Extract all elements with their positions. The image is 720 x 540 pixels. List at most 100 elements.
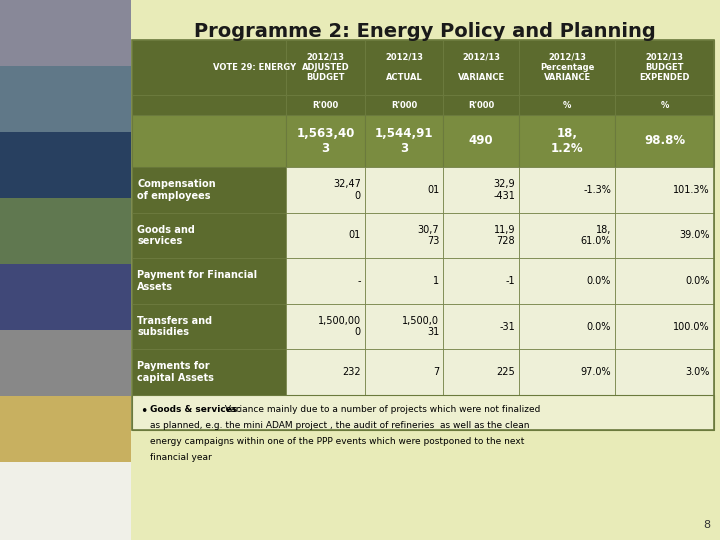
Text: -: - [357, 276, 361, 286]
Bar [444, 167, 519, 213]
Bar [0, 0, 131, 66]
Text: Compensation
of employees: Compensation of employees [137, 179, 215, 200]
Text: 1,563,40
3: 1,563,40 3 [297, 127, 355, 155]
Bar [365, 213, 444, 258]
Text: 97.0%: 97.0% [580, 367, 611, 377]
Bar [519, 258, 615, 304]
Text: Goods and
services: Goods and services [137, 225, 195, 246]
Text: VOTE 29: ENERGY: VOTE 29: ENERGY [213, 63, 296, 72]
Bar [365, 40, 444, 95]
Bar [287, 40, 365, 95]
Text: 32,9
-431: 32,9 -431 [493, 179, 515, 200]
Text: R'000: R'000 [391, 100, 417, 110]
Text: -1: -1 [505, 276, 515, 286]
Text: 8: 8 [703, 520, 710, 530]
Text: R'000: R'000 [312, 100, 338, 110]
Text: 101.3%: 101.3% [673, 185, 710, 195]
Text: Variance mainly due to a number of projects which were not finalized: Variance mainly due to a number of proje… [222, 405, 541, 414]
Bar [132, 95, 287, 115]
Bar [132, 40, 287, 95]
Bar [365, 349, 444, 395]
Bar [287, 95, 365, 115]
Bar [132, 395, 714, 430]
Text: 01: 01 [427, 185, 439, 195]
Text: 2012/13
ADJUSTED
BUDGET: 2012/13 ADJUSTED BUDGET [302, 52, 349, 83]
Bar [519, 95, 615, 115]
Bar [444, 349, 519, 395]
Text: 232: 232 [342, 367, 361, 377]
Bar [365, 95, 444, 115]
Bar [519, 349, 615, 395]
Bar [0, 66, 131, 132]
Text: 1,544,91
3: 1,544,91 3 [375, 127, 433, 155]
Text: 0.0%: 0.0% [685, 276, 710, 286]
Bar [615, 40, 714, 95]
Bar [615, 167, 714, 213]
Bar [444, 95, 519, 115]
Text: Payment for Financial
Assets: Payment for Financial Assets [137, 270, 257, 292]
Bar [0, 264, 131, 330]
Text: financial year: financial year [150, 453, 212, 462]
Bar [0, 198, 131, 264]
Text: 2012/13
BUDGET
EXPENDED: 2012/13 BUDGET EXPENDED [639, 52, 690, 83]
Text: energy campaigns within one of the PPP events which were postponed to the next: energy campaigns within one of the PPP e… [150, 437, 524, 446]
Bar [132, 213, 287, 258]
Text: 100.0%: 100.0% [673, 322, 710, 332]
Bar [444, 258, 519, 304]
Text: 11,9
728: 11,9 728 [493, 225, 515, 246]
Text: Payments for
capital Assets: Payments for capital Assets [137, 361, 214, 383]
Text: 18,
61.0%: 18, 61.0% [580, 225, 611, 246]
Text: 1: 1 [433, 276, 439, 286]
Text: •: • [140, 405, 148, 418]
Bar [132, 40, 714, 430]
Bar [0, 132, 131, 198]
Text: 30,7
73: 30,7 73 [418, 225, 439, 246]
Text: 1,500,00
0: 1,500,00 0 [318, 316, 361, 338]
Bar [287, 304, 365, 349]
Text: -1.3%: -1.3% [583, 185, 611, 195]
Bar [287, 167, 365, 213]
Text: 1,500,0
31: 1,500,0 31 [402, 316, 439, 338]
Text: %: % [660, 100, 669, 110]
Bar [615, 213, 714, 258]
Bar [132, 258, 287, 304]
Bar [0, 462, 131, 540]
Bar [287, 258, 365, 304]
Text: 32,47
0: 32,47 0 [333, 179, 361, 200]
Bar [132, 167, 287, 213]
Bar [444, 40, 519, 95]
Text: 3.0%: 3.0% [685, 367, 710, 377]
Text: 490: 490 [469, 134, 493, 147]
Bar [519, 213, 615, 258]
Bar [519, 167, 615, 213]
Bar [0, 396, 131, 462]
Bar [615, 349, 714, 395]
Bar [132, 349, 287, 395]
Bar [519, 115, 615, 167]
Bar [365, 115, 444, 167]
Text: Transfers and
subsidies: Transfers and subsidies [137, 316, 212, 338]
Text: Programme 2: Energy Policy and Planning: Programme 2: Energy Policy and Planning [194, 22, 656, 41]
Text: -31: -31 [499, 322, 515, 332]
Bar [287, 115, 365, 167]
Bar [365, 167, 444, 213]
Bar [444, 304, 519, 349]
Text: 0.0%: 0.0% [587, 322, 611, 332]
Text: 18,
1.2%: 18, 1.2% [551, 127, 583, 155]
Bar [287, 349, 365, 395]
Text: 0.0%: 0.0% [587, 276, 611, 286]
Text: 2012/13
Percentage
VARIANCE: 2012/13 Percentage VARIANCE [540, 52, 594, 83]
Text: %: % [563, 100, 571, 110]
Text: 98.8%: 98.8% [644, 134, 685, 147]
Text: R'000: R'000 [468, 100, 495, 110]
Bar [615, 258, 714, 304]
Text: 2012/13

VARIANCE: 2012/13 VARIANCE [458, 52, 505, 83]
Bar [132, 304, 287, 349]
Bar [444, 213, 519, 258]
Bar [615, 304, 714, 349]
Text: 7: 7 [433, 367, 439, 377]
Bar [519, 304, 615, 349]
Bar [0, 330, 131, 396]
Bar [365, 258, 444, 304]
Text: 01: 01 [348, 231, 361, 240]
